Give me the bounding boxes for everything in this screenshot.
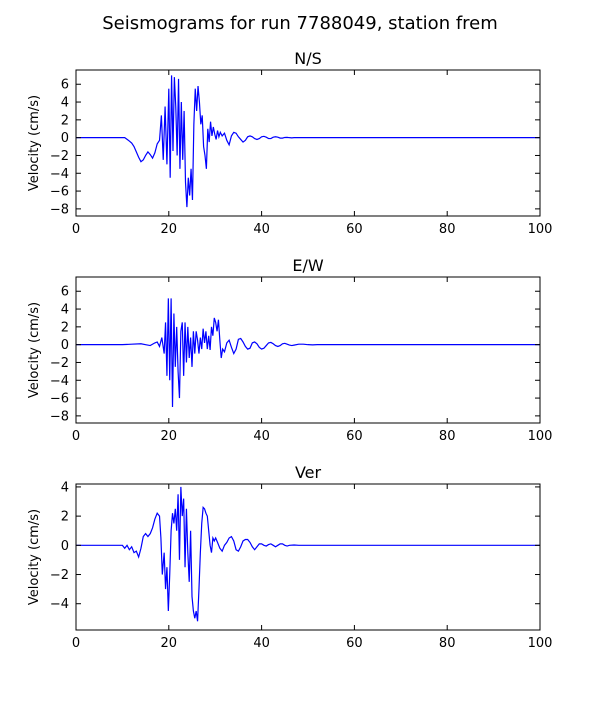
y-tick-label: −4 — [50, 374, 69, 389]
series-line — [76, 298, 540, 407]
x-tick-label: 60 — [346, 222, 363, 237]
x-tick-label: 80 — [439, 429, 456, 444]
y-tick-label: 6 — [61, 78, 69, 93]
series-line — [76, 486, 540, 622]
y-tick-label: 0 — [61, 131, 69, 146]
y-axis-label: Velocity (cm/s) — [27, 302, 42, 398]
x-tick-label: 20 — [161, 429, 178, 444]
x-tick-label: 20 — [161, 636, 178, 651]
series-line — [76, 75, 540, 208]
y-tick-label: −2 — [50, 356, 69, 371]
x-tick-label: 0 — [72, 222, 80, 237]
x-tick-label: 20 — [161, 222, 178, 237]
x-tick-label: 100 — [528, 429, 553, 444]
y-tick-label: 6 — [61, 285, 69, 300]
x-tick-label: 60 — [346, 429, 363, 444]
plot-frame — [75, 276, 541, 424]
x-tick-label: 0 — [72, 636, 80, 651]
y-tick-label: 0 — [61, 338, 69, 353]
chart-ver: Ver Velocity (cm/s) 0 20 40 60 80 100 −4 −2 0 2 4 — [27, 463, 552, 651]
x-tick-label: 100 — [528, 636, 553, 651]
y-tick-label: −2 — [50, 149, 69, 164]
x-tick-label: 40 — [253, 429, 270, 444]
x-tick-label: 0 — [72, 429, 80, 444]
chart-title: E/W — [292, 256, 324, 275]
plot-frame — [75, 483, 541, 631]
y-axis-label: Velocity (cm/s) — [27, 509, 42, 605]
y-axis-label: Velocity (cm/s) — [27, 95, 42, 191]
plot-frame — [75, 69, 541, 217]
y-tick-label: 4 — [61, 96, 69, 111]
y-tick-label: −4 — [50, 167, 69, 182]
y-tick-label: −4 — [50, 597, 69, 612]
y-tick-label: −6 — [50, 185, 69, 200]
x-tick-label: 40 — [253, 636, 270, 651]
x-tick-label: 80 — [439, 222, 456, 237]
y-tick-label: 2 — [61, 510, 69, 525]
y-tick-label: 0 — [61, 539, 69, 554]
x-tick-label: 60 — [346, 636, 363, 651]
chart-title: Ver — [295, 463, 322, 482]
chart-e-w: E/W Velocity (cm/s) 0 20 40 60 80 100 −8 −6 −4 −2 0 2… — [27, 256, 552, 444]
x-tick-label: 40 — [253, 222, 270, 237]
y-tick-label: 2 — [61, 113, 69, 128]
x-tick-label: 80 — [439, 636, 456, 651]
y-tick-label: −2 — [50, 568, 69, 583]
y-tick-label: −8 — [50, 409, 69, 424]
y-tick-label: 4 — [61, 303, 69, 318]
figure-title: Seismograms for run 7788049, station fre… — [102, 13, 498, 34]
x-tick-label: 100 — [528, 222, 553, 237]
y-tick-label: 4 — [61, 480, 69, 495]
y-tick-label: 2 — [61, 320, 69, 335]
y-tick-label: −8 — [50, 202, 69, 217]
chart-n-s: N/S Velocity (cm/s) 0 20 40 60 80 100 −8 −6 −4 −2 0 2… — [27, 49, 552, 237]
y-tick-label: −6 — [50, 392, 69, 407]
chart-title: N/S — [294, 49, 322, 68]
